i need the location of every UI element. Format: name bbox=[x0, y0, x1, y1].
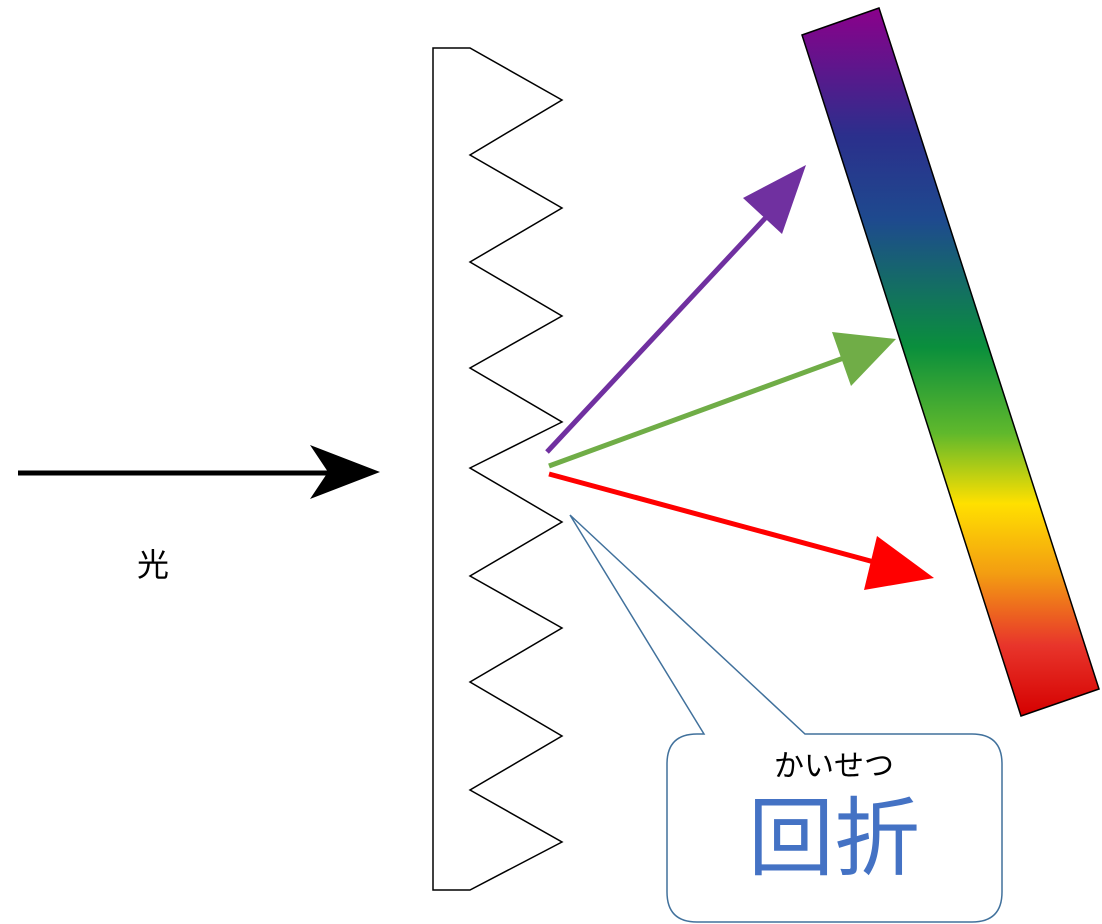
green-diffracted-arrow bbox=[548, 332, 896, 469]
green-arrow-head bbox=[832, 332, 896, 386]
callout-reading: かいせつ bbox=[774, 749, 894, 784]
violet-arrow-shaft bbox=[545, 195, 787, 454]
callout-term: 回折 bbox=[748, 789, 920, 889]
red-diffracted-arrow bbox=[548, 471, 934, 590]
light-label: 光 bbox=[137, 546, 169, 584]
green-arrow-shaft bbox=[548, 349, 861, 469]
violet-diffracted-arrow bbox=[545, 165, 806, 454]
incident-light-arrow bbox=[18, 445, 380, 499]
red-arrow-shaft bbox=[548, 471, 901, 572]
violet-arrow-head bbox=[743, 165, 806, 234]
spectrum-bar bbox=[801, 7, 1100, 717]
diffraction-callout bbox=[569, 514, 1003, 923]
red-arrow-head bbox=[864, 536, 934, 590]
incident-arrow-head bbox=[310, 445, 380, 499]
diffraction-grating bbox=[432, 47, 564, 891]
